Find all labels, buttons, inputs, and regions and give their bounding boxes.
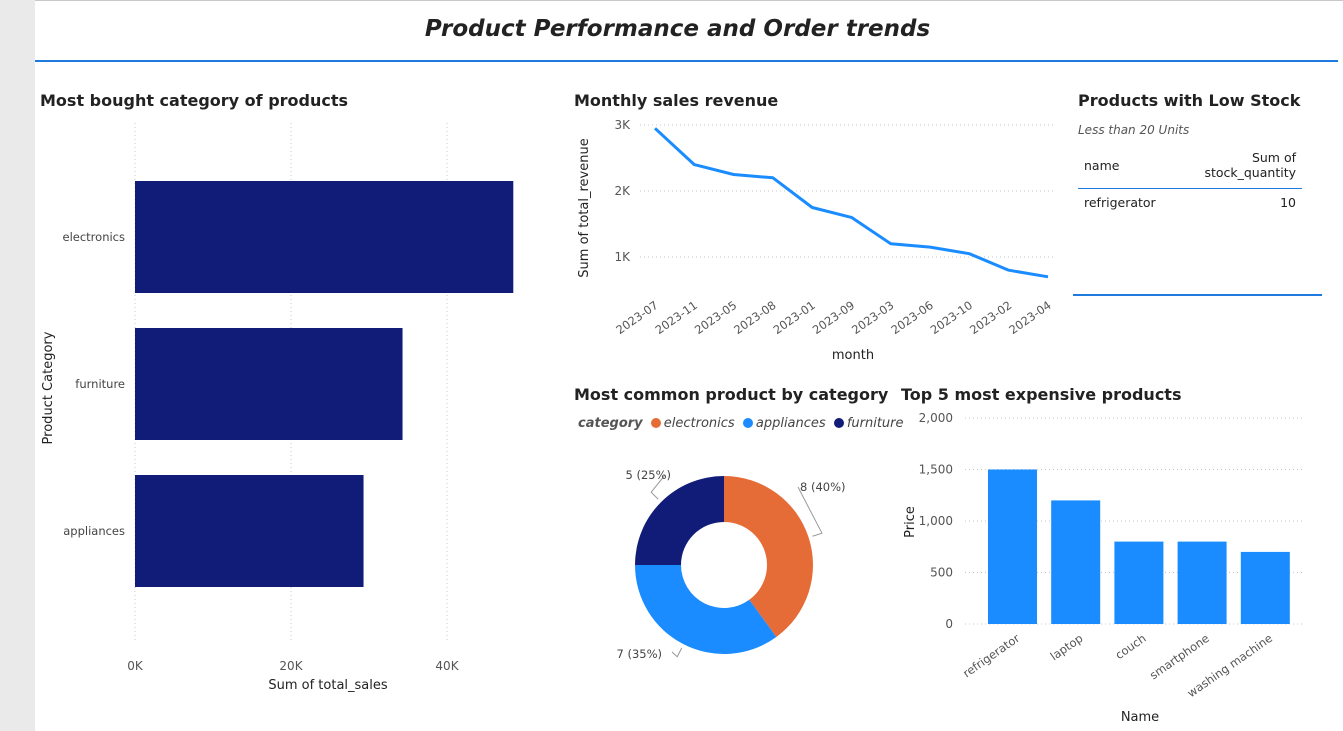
slice-furniture	[635, 476, 724, 565]
table-bottom-border	[1073, 294, 1322, 296]
slice-leader-line	[671, 647, 683, 658]
x-axis-label: month	[832, 348, 874, 363]
slice-leader-line	[650, 474, 666, 500]
x-tick-label: 2023-10	[928, 298, 975, 337]
x-axis-label: Sum of total_sales	[268, 678, 388, 693]
y-tick-label: 3K	[614, 118, 631, 132]
x-tick-label: laptop	[1048, 631, 1086, 663]
bar-appliances	[135, 475, 364, 587]
cell-name: refrigerator	[1084, 195, 1156, 210]
y-tick-label: electronics	[63, 230, 126, 244]
revenue-series-line	[653, 127, 1049, 279]
x-tick-label: 20K	[279, 659, 303, 673]
x-tick-label: 0K	[127, 659, 144, 673]
title-divider	[35, 60, 1338, 62]
y-tick-label: 1,000	[919, 514, 953, 528]
legend-dot-icon	[742, 418, 753, 428]
y-tick-label: 500	[930, 566, 953, 580]
legend-dot-icon	[833, 418, 844, 428]
bar-couch	[1114, 541, 1164, 624]
y-tick-label: appliances	[63, 524, 125, 538]
page-title: Product Performance and Order trends	[424, 16, 931, 42]
x-tick-label: 2023-06	[888, 298, 935, 337]
bar-washing-machine	[1240, 551, 1290, 624]
x-tick-label: 2023-07	[613, 298, 660, 337]
slice-data-label: 7 (35%)	[616, 647, 662, 661]
expensive-chart-title: Top 5 most expensive products	[901, 385, 1182, 404]
x-axis-label: Name	[1121, 710, 1159, 725]
y-tick-label: 2,000	[919, 411, 953, 425]
bar-smartphone	[1177, 541, 1227, 624]
column-header-name[interactable]: name	[1078, 145, 1162, 189]
bar-electronics	[135, 181, 514, 293]
legend-item-appliances[interactable]: appliances	[755, 416, 826, 431]
slice-appliances	[635, 565, 777, 654]
slice-electronics	[724, 476, 813, 638]
table-row[interactable]: refrigerator 10	[1078, 189, 1302, 217]
category-bar-chart[interactable]: 0K 20K 40K electronics furniture appliances Su…	[35, 115, 555, 705]
bar-chart-title: Most bought category of products	[40, 91, 349, 110]
category-donut-chart[interactable]: 8 (40%) 7 (35%) 5 (25%)	[600, 455, 880, 670]
x-tick-label: smartphone	[1147, 631, 1212, 682]
x-tick-label: refrigerator	[960, 631, 1022, 680]
legend-label: category	[578, 416, 643, 431]
y-tick-label: furniture	[75, 377, 125, 391]
legend-dot-icon	[650, 418, 661, 428]
x-tick-label: 2023-02	[967, 298, 1014, 337]
x-tick-label: 40K	[435, 659, 459, 673]
y-tick-label: 1K	[614, 250, 631, 264]
y-axis-label: Product Category	[41, 331, 56, 444]
legend-item-electronics[interactable]: electronics	[663, 416, 735, 431]
line-chart-title: Monthly sales revenue	[574, 91, 779, 110]
x-tick-label: 2023-01	[771, 298, 818, 337]
y-tick-label: 1,500	[919, 463, 953, 477]
x-tick-label: 2023-08	[731, 298, 778, 337]
x-tick-label: 2023-05	[692, 298, 739, 337]
column-header-stock[interactable]: Sum of stock_quantity	[1161, 145, 1302, 189]
low-stock-table: name Sum of stock_quantity refrigerator …	[1078, 145, 1302, 216]
slice-data-label: 5 (25%)	[625, 468, 671, 482]
table-header-row: name Sum of stock_quantity	[1078, 145, 1302, 189]
low-stock-title: Products with Low Stock	[1078, 91, 1301, 110]
x-tick-label: 2023-04	[1006, 298, 1053, 337]
bar-laptop	[1051, 500, 1101, 624]
slice-data-label: 8 (40%)	[800, 480, 846, 494]
y-tick-label: 0	[945, 617, 953, 631]
x-tick-label: 2023-11	[653, 298, 700, 337]
y-axis-label: Sum of total_revenue	[577, 138, 592, 277]
donut-chart-title: Most common product by category	[574, 385, 889, 404]
y-axis-label: Price	[903, 506, 918, 538]
revenue-line-chart[interactable]: 1K2K3K2023-072023-112023-052023-082023-0…	[565, 112, 1065, 367]
y-tick-label: 2K	[614, 184, 631, 198]
bar-refrigerator	[988, 469, 1037, 624]
x-tick-label: 2023-09	[810, 298, 857, 337]
cell-stock: 10	[1280, 195, 1296, 210]
bar-furniture	[135, 328, 403, 440]
legend-item-furniture[interactable]: furniture	[846, 416, 904, 431]
slice-leader-line	[797, 486, 823, 537]
x-tick-label: 2023-03	[849, 298, 896, 337]
donut-legend: category electronics appliances furnitur…	[578, 416, 904, 431]
expensive-products-chart[interactable]: 0 500 1,000 1,500 2,000 refrigerator laptop cou…	[895, 405, 1315, 727]
x-tick-label: couch	[1113, 631, 1149, 662]
low-stock-subtitle: Less than 20 Units	[1078, 123, 1190, 137]
